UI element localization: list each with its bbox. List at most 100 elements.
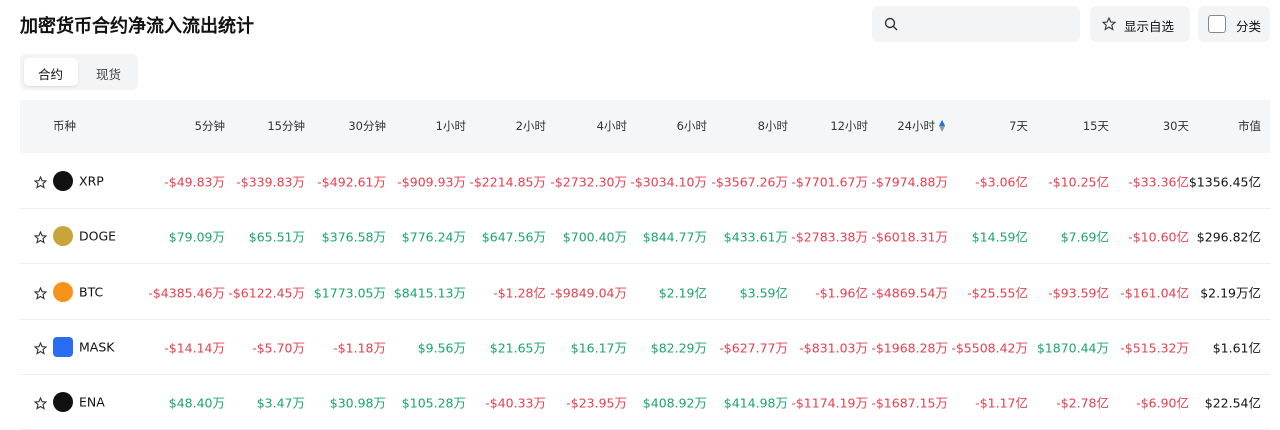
column-header: 7天 bbox=[1009, 119, 1028, 133]
tab-active[interactable] bbox=[24, 58, 78, 86]
search-icon bbox=[884, 17, 898, 31]
coin-name[interactable]: ENA bbox=[79, 394, 105, 410]
cell: $8415.13万 bbox=[393, 285, 466, 301]
cell: $22.54亿 bbox=[1204, 395, 1261, 411]
cell: -$9849.04万 bbox=[550, 285, 627, 301]
coin-name[interactable]: MASK bbox=[79, 339, 115, 355]
row-divider bbox=[20, 208, 1270, 209]
cell: -$1.17亿 bbox=[975, 395, 1028, 411]
sort-icon[interactable]: ▲ ▼ bbox=[939, 118, 946, 133]
cell: $65.51万 bbox=[248, 229, 305, 245]
cell: -$627.77万 bbox=[719, 340, 788, 356]
cell: $433.61万 bbox=[723, 229, 788, 245]
cell: $9.56万 bbox=[417, 340, 466, 356]
cell: -$2214.85万 bbox=[469, 174, 546, 190]
cell: -$1687.15万 bbox=[871, 395, 948, 411]
cell: $408.92万 bbox=[642, 395, 707, 411]
column-header: 12小时 bbox=[830, 119, 868, 133]
favorites-button[interactable]: 显示自选 bbox=[1090, 6, 1190, 42]
coin-icon bbox=[53, 336, 73, 357]
favorite-star[interactable] bbox=[33, 229, 48, 248]
checkbox[interactable] bbox=[1208, 15, 1226, 33]
cell: $647.56万 bbox=[481, 229, 546, 245]
cell: $844.77万 bbox=[642, 229, 707, 245]
category-label: 分类 bbox=[1236, 19, 1262, 34]
favorite-star[interactable] bbox=[33, 174, 48, 193]
cell: -$3567.26万 bbox=[711, 174, 788, 190]
column-header: 币种 bbox=[53, 119, 76, 133]
cell: -$2783.38万 bbox=[791, 229, 868, 245]
column-header: 2小时 bbox=[515, 119, 546, 133]
column-header: 15分钟 bbox=[267, 119, 305, 133]
coin-icon bbox=[53, 392, 73, 413]
tab[interactable]: 现货 bbox=[96, 67, 122, 82]
column-header: 4小时 bbox=[596, 119, 627, 133]
cell: $376.58万 bbox=[321, 229, 386, 245]
category-button[interactable]: 分类 bbox=[1198, 6, 1270, 42]
cell: -$7974.88万 bbox=[871, 174, 948, 190]
cell: -$3034.10万 bbox=[630, 174, 707, 190]
row-divider bbox=[20, 318, 1270, 320]
cell: -$33.36亿 bbox=[1128, 174, 1189, 190]
cell: -$1.96亿 bbox=[815, 285, 868, 301]
cell: $296.82亿 bbox=[1196, 229, 1261, 245]
row-divider bbox=[20, 263, 1270, 265]
cell: -$14.14万 bbox=[164, 340, 225, 356]
cell: -$339.83万 bbox=[236, 174, 305, 190]
search-box[interactable] bbox=[872, 6, 1080, 42]
cell: -$6122.45万 bbox=[228, 285, 305, 301]
tab-bar: 合约 现货 bbox=[20, 54, 138, 90]
cell: $414.98万 bbox=[723, 395, 788, 411]
cell: $14.59亿 bbox=[971, 229, 1028, 245]
cell: $48.40万 bbox=[168, 395, 225, 411]
star-icon bbox=[1102, 17, 1116, 31]
cell: -$6.90亿 bbox=[1136, 395, 1189, 411]
cell: -$2732.30万 bbox=[550, 174, 627, 190]
cell: $7.69亿 bbox=[1060, 229, 1109, 245]
column-header: 1小时 bbox=[435, 119, 466, 133]
cell: -$3.06亿 bbox=[975, 174, 1028, 190]
cell: -$4385.46万 bbox=[148, 285, 225, 301]
column-header: 8小时 bbox=[757, 119, 788, 133]
favorite-star[interactable] bbox=[33, 285, 48, 304]
coin-icon bbox=[53, 281, 73, 302]
table-header bbox=[20, 100, 1270, 153]
column-header[interactable]: 24小时 bbox=[897, 119, 935, 133]
cell: -$40.33万 bbox=[485, 395, 546, 411]
cell: -$5.70万 bbox=[252, 340, 305, 356]
cell: $1870.44万 bbox=[1036, 340, 1109, 356]
cell: -$25.55亿 bbox=[967, 285, 1028, 301]
cell: -$2.78亿 bbox=[1056, 395, 1109, 411]
cell: -$161.04亿 bbox=[1120, 285, 1189, 301]
cell: $82.29万 bbox=[650, 340, 707, 356]
cell: -$49.83万 bbox=[164, 174, 225, 190]
favorite-star[interactable] bbox=[33, 340, 48, 359]
column-header: 市值 bbox=[1238, 119, 1261, 133]
coin-icon bbox=[53, 226, 73, 247]
column-header: 5分钟 bbox=[194, 119, 225, 133]
cell: $3.47万 bbox=[256, 395, 305, 411]
favorite-star[interactable] bbox=[33, 395, 48, 414]
cell: $21.65万 bbox=[489, 340, 546, 356]
cell: -$10.25亿 bbox=[1048, 174, 1109, 190]
cell: -$1.28亿 bbox=[493, 285, 546, 301]
cell: $776.24万 bbox=[401, 229, 466, 245]
cell: $3.59亿 bbox=[739, 285, 788, 301]
coin-name[interactable]: BTC bbox=[79, 284, 104, 300]
cell: $30.98万 bbox=[329, 395, 386, 411]
coin-name[interactable]: DOGE bbox=[79, 228, 117, 244]
coin-icon bbox=[53, 171, 73, 191]
cell: -$515.32万 bbox=[1120, 340, 1189, 356]
row-divider bbox=[20, 373, 1270, 375]
cell: -$831.03万 bbox=[799, 340, 868, 356]
cell: $105.28万 bbox=[401, 395, 466, 411]
cell: $1773.05万 bbox=[313, 285, 386, 301]
cell: -$492.61万 bbox=[317, 174, 386, 190]
cell: -$10.60亿 bbox=[1128, 229, 1189, 245]
favorites-label: 显示自选 bbox=[1124, 19, 1175, 34]
cell: $16.17万 bbox=[570, 340, 627, 356]
column-header: 30天 bbox=[1162, 119, 1189, 133]
cell: -$909.93万 bbox=[397, 174, 466, 190]
tab[interactable]: 合约 bbox=[38, 67, 64, 82]
coin-name[interactable]: XRP bbox=[79, 173, 104, 189]
